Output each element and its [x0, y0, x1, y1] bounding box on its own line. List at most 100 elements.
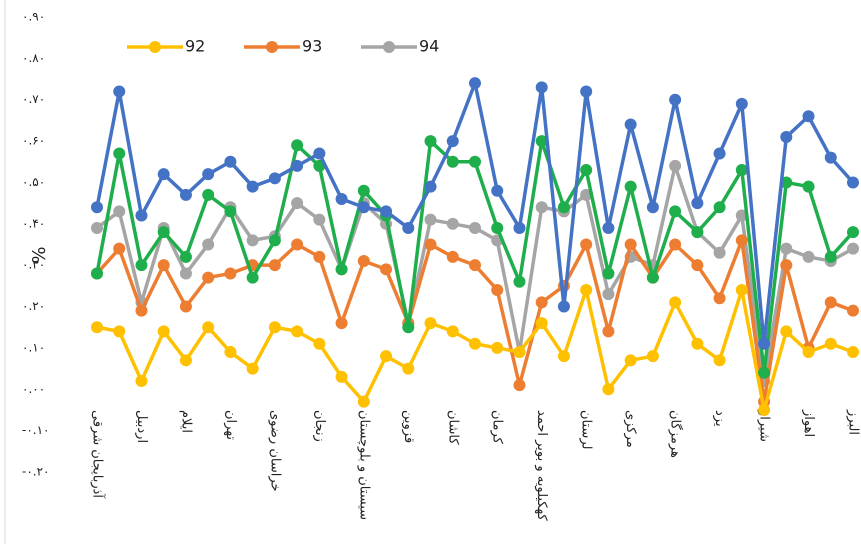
legend-marker: [266, 41, 278, 53]
point: [402, 362, 415, 375]
point: [580, 284, 593, 296]
x-tick-label: اردبیل: [134, 410, 149, 443]
point: [446, 135, 459, 148]
point: [735, 234, 748, 247]
point: [179, 354, 192, 367]
point: [91, 321, 103, 334]
point: [847, 176, 859, 189]
point: [580, 164, 593, 177]
point: [91, 221, 103, 234]
point: [513, 275, 526, 288]
point: [291, 197, 304, 210]
point: [669, 159, 682, 172]
point: [780, 325, 793, 338]
y-tick-label: ۰.۱۰: [22, 340, 45, 354]
point: [424, 135, 437, 148]
point: [580, 85, 593, 98]
point: [735, 284, 748, 296]
point: [491, 341, 504, 354]
point: [446, 155, 459, 168]
point: [446, 217, 459, 230]
point: [669, 238, 682, 251]
point: [735, 97, 748, 110]
point: [847, 304, 859, 317]
point: [624, 180, 637, 193]
point: [113, 85, 126, 98]
series: [91, 77, 859, 350]
x-tick-label: تهران: [223, 410, 238, 440]
point: [602, 288, 615, 301]
y-tick-label: ۰.۰۰: [22, 382, 45, 396]
x-tick-label: سیستان و بلوچستان: [356, 410, 371, 520]
point: [313, 147, 326, 160]
x-tick-label: البرز: [846, 409, 861, 435]
y-tick-label: ۰.۹۰: [22, 10, 45, 24]
point: [291, 159, 304, 172]
point: [335, 193, 348, 205]
point: [179, 267, 192, 280]
legend-label: 93: [302, 37, 322, 56]
point: [780, 130, 793, 143]
point: [713, 246, 726, 259]
x-tick-label: شیراز: [757, 409, 772, 442]
point: [824, 296, 837, 309]
point: [557, 300, 570, 313]
point: [179, 188, 192, 201]
point: [602, 267, 615, 280]
y-tick-label: ۰.۳۰: [22, 258, 45, 272]
y-tick-label: ۰.۷۰: [22, 92, 45, 106]
point: [113, 147, 126, 160]
point: [357, 255, 370, 268]
point: [402, 321, 415, 334]
point: [335, 263, 348, 276]
point: [313, 337, 326, 350]
x-tick-label: اهواز: [801, 409, 816, 437]
point: [335, 370, 348, 383]
point: [268, 172, 281, 185]
point: [713, 147, 726, 160]
point: [513, 221, 526, 234]
point: [268, 234, 281, 247]
point: [513, 379, 526, 392]
y-axis-label: %: [29, 246, 50, 263]
y-tick-label: ۰.۸۰: [22, 51, 45, 65]
point: [135, 304, 148, 317]
point: [357, 184, 370, 197]
point: [246, 271, 259, 284]
point: [157, 168, 170, 181]
point: [179, 250, 192, 263]
point: [268, 321, 281, 334]
point: [535, 135, 548, 148]
y-tick-label: ۰.۵۰: [22, 175, 45, 189]
point: [713, 292, 726, 305]
x-tick-label: کهکیلویه و بویر احمد: [534, 410, 549, 521]
point: [446, 250, 459, 263]
point: [824, 250, 837, 263]
point: [847, 242, 859, 255]
point: [802, 110, 815, 123]
point: [291, 139, 304, 152]
point: [602, 221, 615, 234]
point: [691, 259, 704, 272]
point: [646, 271, 659, 284]
x-tick-label: هرمزگان: [668, 410, 684, 458]
point: [557, 201, 570, 214]
point: [424, 238, 437, 251]
series-line: [96, 288, 854, 412]
point: [202, 271, 215, 284]
point: [246, 234, 259, 247]
point: [758, 337, 771, 350]
point: [179, 300, 192, 313]
point: [624, 238, 637, 251]
point: [357, 395, 370, 408]
point: [202, 238, 215, 251]
point: [202, 321, 215, 334]
point: [535, 81, 548, 94]
point: [91, 267, 103, 280]
point: [135, 209, 148, 222]
point: [802, 250, 815, 263]
x-tick-label: لرستان: [579, 410, 594, 449]
point: [824, 151, 837, 164]
point: [713, 354, 726, 367]
